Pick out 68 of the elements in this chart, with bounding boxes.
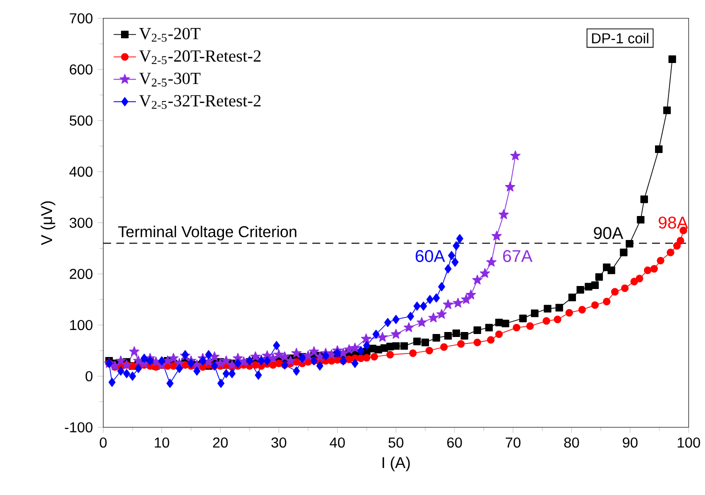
point xyxy=(384,318,392,327)
point xyxy=(140,354,148,363)
point xyxy=(123,368,130,378)
point xyxy=(117,366,124,376)
y-tick-label: 500 xyxy=(70,115,92,126)
point xyxy=(205,350,212,360)
annotation: 67A xyxy=(503,250,532,262)
point xyxy=(372,330,380,339)
point xyxy=(166,378,174,388)
y-tick-label: 600 xyxy=(70,64,92,74)
point xyxy=(222,368,230,378)
x-tick-label: 30 xyxy=(271,437,286,448)
point xyxy=(351,358,358,368)
ref-line-label: Terminal Voltage Criterion xyxy=(118,226,296,240)
y-tick-label: 0 xyxy=(86,370,92,382)
y-tick-label: 300 xyxy=(70,218,92,228)
annotation: DP-1 coil xyxy=(592,32,648,44)
point xyxy=(334,348,341,358)
legend-label: V$_{2-5}$-30T xyxy=(139,72,200,86)
x-tick-label: 100 xyxy=(678,437,700,448)
point xyxy=(407,312,414,321)
annotation: 98A xyxy=(658,216,688,228)
y-tick-label: 400 xyxy=(69,166,92,177)
x-tick-label: 70 xyxy=(506,437,520,448)
point xyxy=(108,378,116,387)
point xyxy=(316,361,324,370)
point xyxy=(158,356,166,366)
point xyxy=(392,314,400,324)
point xyxy=(432,293,440,302)
point xyxy=(452,241,460,250)
x-tick-label: 40 xyxy=(330,437,345,448)
point xyxy=(217,378,224,388)
legend-label: V$_{2-5}$-20T xyxy=(139,28,200,42)
annotation: 60A xyxy=(416,250,446,262)
point xyxy=(254,370,262,380)
legend-label: V$_{2-5}$-20T-Retest-2 xyxy=(139,50,261,64)
point xyxy=(272,340,280,350)
y-tick-label: 700 xyxy=(70,13,92,24)
point xyxy=(234,358,242,368)
point xyxy=(292,366,300,376)
point xyxy=(128,371,136,381)
point xyxy=(426,294,434,304)
point xyxy=(228,368,236,378)
point xyxy=(444,264,452,274)
x-tick-label: 80 xyxy=(564,437,579,448)
point xyxy=(438,282,446,292)
point xyxy=(357,346,364,356)
x-tick-label: 60 xyxy=(447,437,462,448)
x-tick-label: 20 xyxy=(213,437,228,448)
y-tick-label: 200 xyxy=(70,268,92,279)
x-axis-title: I (A) xyxy=(382,456,410,472)
y-tick-label: 100 xyxy=(70,320,92,330)
point xyxy=(448,250,456,260)
legend-label: V$_{2-5}$-32T-Retest-2 xyxy=(139,94,261,109)
x-tick-label: 10 xyxy=(154,437,170,448)
point xyxy=(452,257,459,267)
point xyxy=(420,301,427,311)
y-axis-title: V (μV) xyxy=(40,201,56,245)
x-tick-label: 50 xyxy=(388,437,404,448)
point xyxy=(413,301,421,311)
x-tick-label: 0 xyxy=(100,437,107,448)
y-tick-label: -100 xyxy=(64,422,92,432)
point xyxy=(456,234,464,244)
x-tick-label: 90 xyxy=(622,437,638,448)
point xyxy=(199,356,206,366)
annotation: 90A xyxy=(594,226,624,239)
point xyxy=(363,340,370,350)
point xyxy=(193,366,200,376)
